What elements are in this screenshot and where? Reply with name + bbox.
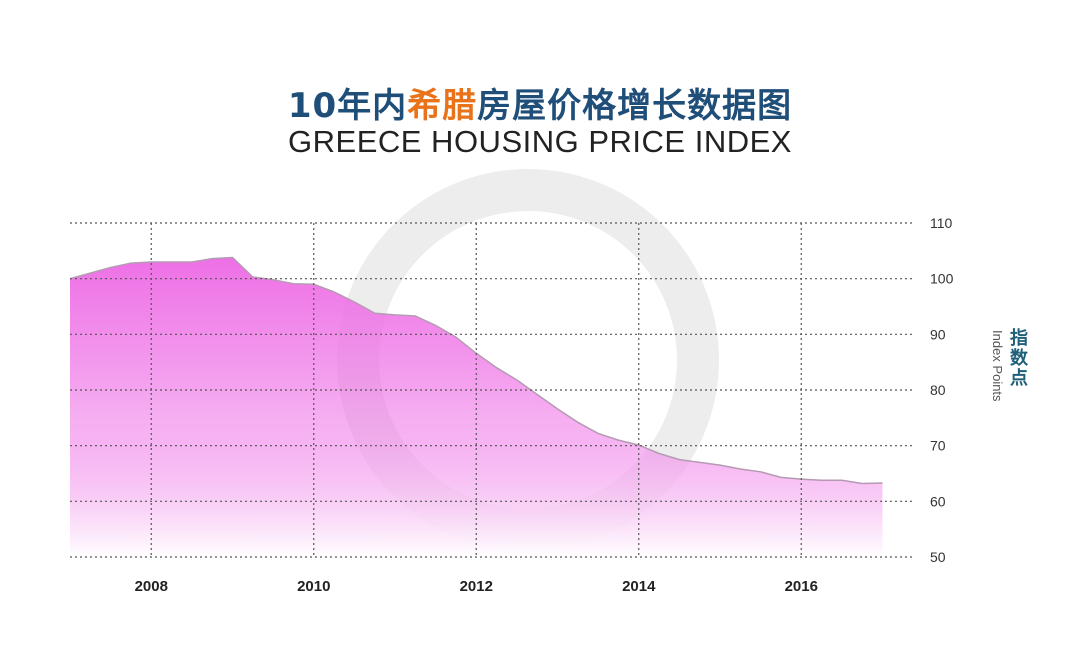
y-tick-label: 110	[930, 215, 953, 231]
y-axis-label-cn: 指数点	[1007, 328, 1028, 388]
y-axis-label: 指数点 Index Points	[990, 328, 1036, 428]
y-tick-label: 80	[930, 382, 946, 398]
y-tick-label: 100	[930, 271, 954, 287]
y-tick-label: 70	[930, 438, 946, 454]
x-tick-label: 2014	[622, 578, 656, 595]
y-tick-label: 50	[930, 549, 946, 565]
chart-title-en: GREECE HOUSING PRICE INDEX	[288, 124, 792, 159]
x-tick-label: 2008	[135, 578, 168, 595]
title-cn-post: 房屋价格增长数据图	[477, 86, 793, 126]
x-tick-label: 2012	[460, 578, 493, 595]
x-tick-label: 2016	[785, 578, 818, 595]
chart-title-cn: 10年内希腊房屋价格增长数据图	[0, 78, 1080, 127]
y-tick-label: 90	[930, 326, 946, 342]
y-tick-label: 60	[930, 493, 946, 509]
title-cn-highlight: 希腊	[407, 86, 478, 126]
title-cn-pre: 10年内	[287, 86, 408, 126]
x-tick-label: 2010	[297, 578, 330, 595]
series-area	[70, 257, 883, 557]
y-axis-label-en: Index Points	[990, 330, 1005, 402]
